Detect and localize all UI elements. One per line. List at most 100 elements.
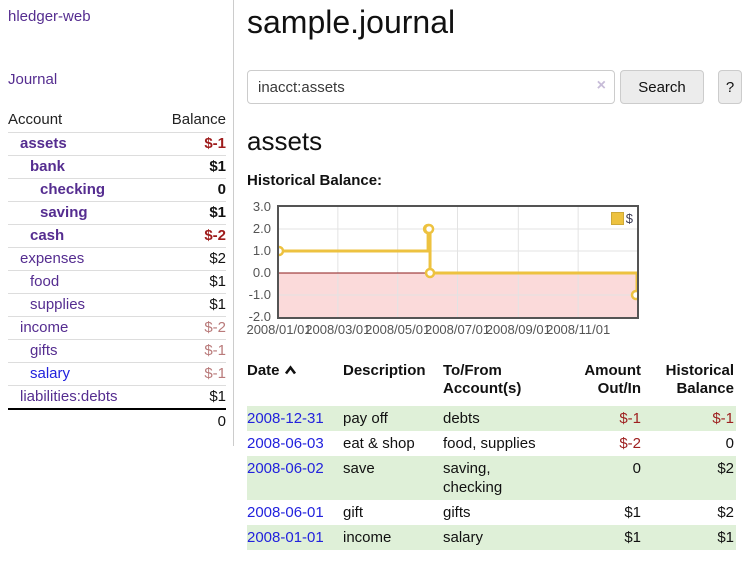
amount-cell: $-2 <box>619 435 641 452</box>
date-column-header[interactable]: Date <box>247 360 343 406</box>
transaction-date-link[interactable]: 2008-12-31 <box>247 410 324 427</box>
amount-cell: $1 <box>624 504 641 521</box>
balance-cell: $2 <box>717 504 734 521</box>
account-link-liabilities-debts[interactable]: liabilities:debts <box>20 388 118 405</box>
account-link-expenses[interactable]: expenses <box>20 250 85 267</box>
accounts-total-row: 0 <box>8 408 226 433</box>
account-row: checking 0 <box>8 178 226 201</box>
account-link-salary[interactable]: salary <box>30 365 71 382</box>
x-axis-tick-label: 2008/05/01 <box>365 322 431 337</box>
x-axis-tick-label: 2008/03/01 <box>305 322 371 337</box>
date-cell: 2008-12-31 <box>247 406 343 431</box>
historical-balance-chart: 3.0 2.0 1.0 0.0 -1.0 -2.0 $ 2008/01/01 2008/03… <box>246 199 647 341</box>
sidebar-item-journal[interactable]: Journal <box>8 71 58 88</box>
date-cell: 2008-06-01 <box>247 500 343 525</box>
account-balance: $2 <box>209 250 226 267</box>
account-column-header: Account <box>8 111 63 128</box>
account-link-supplies[interactable]: supplies <box>30 296 86 313</box>
balance-column-header: Balance <box>171 111 226 128</box>
account-row: expenses $2 <box>8 247 226 270</box>
account-link-checking[interactable]: checking <box>40 181 106 198</box>
account-balance: $-1 <box>204 365 226 382</box>
account-balance: 0 <box>217 181 226 198</box>
description-column-header: Description <box>343 362 426 379</box>
account-link-bank[interactable]: bank <box>30 158 66 175</box>
chart-canvas <box>279 207 637 317</box>
y-axis-tick-label: -2.0 <box>248 309 271 324</box>
balance-cell: $1 <box>717 529 734 546</box>
transaction-date-link[interactable]: 2008-01-01 <box>247 529 324 546</box>
date-cell: 2008-06-03 <box>247 431 343 456</box>
account-row: saving $1 <box>8 201 226 224</box>
x-axis-tick-label: 2008/07/01 <box>424 322 491 337</box>
balance-cell: $2 <box>717 460 734 477</box>
account-link-saving[interactable]: saving <box>40 204 88 221</box>
amount-cell: $1 <box>624 529 641 546</box>
description-cell: eat & shop <box>343 435 415 452</box>
account-link-food[interactable]: food <box>30 273 60 290</box>
accounts-cell: salary <box>443 529 484 546</box>
brand-link[interactable]: hledger-web <box>8 8 91 25</box>
sort-ascending-icon <box>284 365 296 375</box>
x-axis: 2008/01/01 2008/03/01 2008/05/01 2008/07/01… <box>246 322 639 338</box>
description-cell: save <box>343 460 375 477</box>
accounts-cell: food, supplies <box>443 435 536 452</box>
amount-column-header: Amount Out/In <box>584 362 641 397</box>
register-row: 2008-01-01 income salary $1 $1 <box>247 525 736 550</box>
accounts-cell: debts <box>443 410 480 427</box>
transaction-date-link[interactable]: 2008-06-03 <box>247 435 324 452</box>
account-link-assets[interactable]: assets <box>20 135 67 152</box>
account-row: liabilities:debts $1 <box>8 385 226 408</box>
account-row: cash $-2 <box>8 224 226 247</box>
search-input[interactable] <box>247 70 615 104</box>
main-content: sample.journal × Search ? assets Histori… <box>246 0 742 582</box>
chart-title: Historical Balance: <box>247 172 383 189</box>
accounts-table: Account Balance assets $-1 bank $1 checking 0… <box>8 108 226 433</box>
legend-swatch-icon <box>610 212 624 225</box>
account-balance: $1 <box>209 204 226 221</box>
x-axis-tick-label: 2008/01/01 <box>246 322 312 337</box>
x-axis-tick-label: 2008/11/01 <box>546 322 611 337</box>
account-balance: $1 <box>209 158 226 175</box>
accounts-cell: saving, checking <box>443 460 503 496</box>
account-balance: $1 <box>209 273 226 290</box>
register-row: 2008-06-02 save saving, checking 0 $2 <box>247 456 736 500</box>
y-axis: 3.0 2.0 1.0 0.0 -1.0 -2.0 <box>247 199 273 324</box>
account-row: assets $-1 <box>8 132 226 155</box>
search-button[interactable]: Search <box>620 70 704 104</box>
account-balance: $1 <box>209 296 226 313</box>
description-cell: gift <box>343 504 364 521</box>
account-link-cash[interactable]: cash <box>30 227 65 244</box>
amount-cell: 0 <box>632 460 641 477</box>
clear-search-icon[interactable]: × <box>596 77 606 94</box>
transaction-date-link[interactable]: 2008-06-02 <box>247 460 324 477</box>
search-form: × Search ? <box>247 70 742 104</box>
account-row: income $-2 <box>8 316 226 339</box>
balance-cell: $-1 <box>712 410 734 427</box>
account-balance: $-1 <box>204 342 226 359</box>
account-row: gifts $-1 <box>8 339 226 362</box>
account-balance: $-2 <box>204 227 226 244</box>
account-row: bank $1 <box>8 155 226 178</box>
accounts-total-value: 0 <box>217 413 226 430</box>
accounts-column-header: To/From Account(s) <box>443 362 522 397</box>
y-axis-tick-label: 3.0 <box>252 199 271 214</box>
register-table: Date Description To/From Account(s) Amou… <box>247 360 736 550</box>
account-row: supplies $1 <box>8 293 226 316</box>
description-cell: income <box>343 529 392 546</box>
help-button[interactable]: ? <box>718 70 742 104</box>
y-axis-tick-label: -1.0 <box>248 287 271 302</box>
account-link-income[interactable]: income <box>20 319 69 336</box>
account-balance: $1 <box>209 388 226 405</box>
register-row: 2008-06-03 eat & shop food, supplies $-2 0 <box>247 431 736 456</box>
account-row: salary $-1 <box>8 362 226 385</box>
search-box: × <box>247 70 615 104</box>
y-axis-tick-label: 2.0 <box>252 221 271 236</box>
account-link-gifts[interactable]: gifts <box>30 342 58 359</box>
account-row: food $1 <box>8 270 226 293</box>
transaction-date-link[interactable]: 2008-06-01 <box>247 504 324 521</box>
y-axis-tick-label: 1.0 <box>252 243 271 258</box>
balance-cell: 0 <box>725 435 734 452</box>
account-balance: $-1 <box>204 135 226 152</box>
plot-area: $ <box>277 205 639 319</box>
